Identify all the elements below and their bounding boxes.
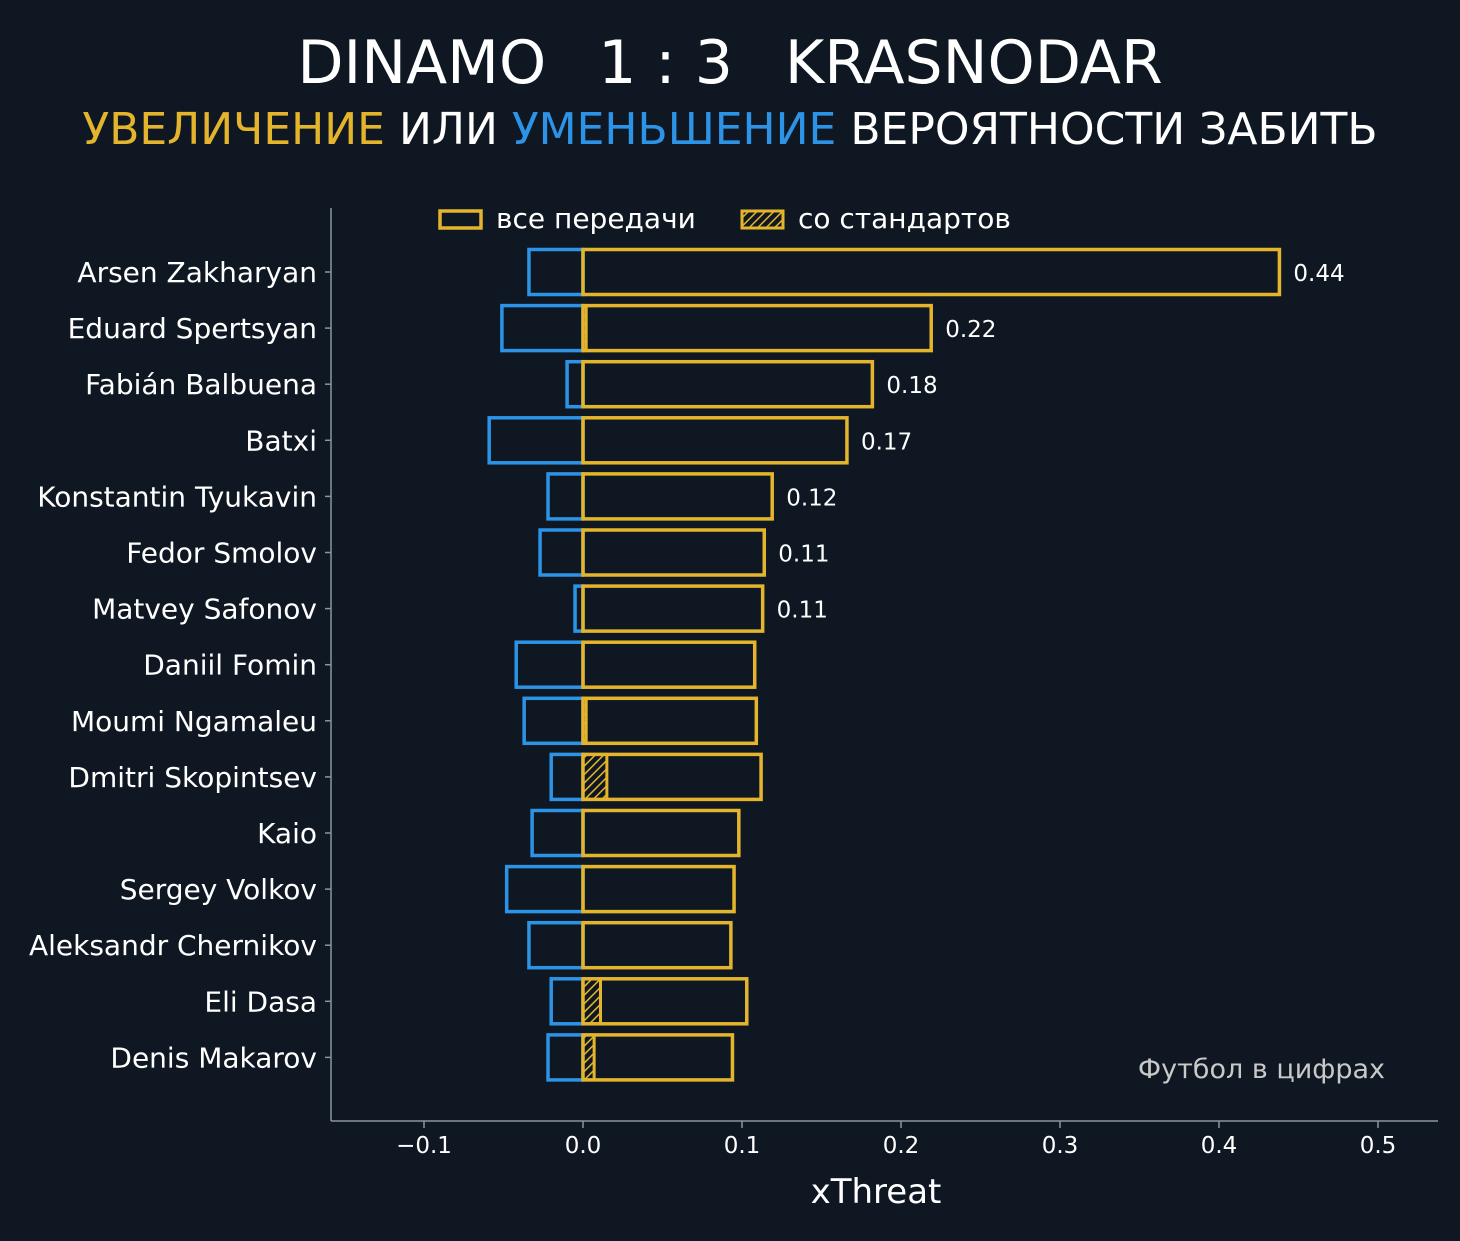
player-label: Fedor Smolov — [126, 537, 317, 570]
increase-bar — [581, 359, 875, 409]
increase-bar — [581, 977, 749, 1026]
decrease-bar — [504, 864, 585, 914]
away-team: KRASNODAR — [784, 28, 1163, 98]
subtitle-increase: УВЕЛИЧЕНИЕ — [82, 104, 385, 155]
score: 1 : 3 — [598, 28, 733, 98]
decrease-bar — [549, 752, 585, 802]
chart-subtitle: УВЕЛИЧЕНИЕ ИЛИ УМЕНЬШЕНИЕ ВЕРОЯТНОСТИ ЗА… — [0, 104, 1460, 155]
increase-bar — [581, 864, 736, 914]
player-label: Fabián Balbuena — [85, 368, 317, 401]
subtitle-or: ИЛИ — [384, 104, 512, 155]
player-label: Eli Dasa — [204, 985, 317, 1018]
decrease-bar — [514, 640, 585, 689]
player-label: Aleksandr Chernikov — [29, 929, 317, 962]
player-label: Daniil Fomin — [143, 649, 317, 682]
watermark-text: Футбол в цифрах — [1138, 1054, 1385, 1085]
x-tick-label: 0.0 — [565, 1133, 602, 1159]
player-label: Eduard Spertsyan — [68, 312, 317, 345]
increase-bar — [581, 584, 765, 633]
increase-bar — [581, 303, 933, 353]
player-label: Dmitri Skopintsev — [68, 761, 317, 794]
decrease-bar — [487, 416, 585, 465]
player-label: Arsen Zakharyan — [77, 256, 317, 289]
value-label: 0.18 — [886, 373, 937, 399]
value-label: 0.12 — [786, 485, 837, 511]
bars — [487, 247, 1282, 1082]
x-tick-label: 0.2 — [883, 1133, 920, 1159]
increase-bar — [581, 528, 767, 577]
decrease-bar — [538, 528, 585, 577]
subtitle-decrease: УМЕНЬШЕНИЕ — [511, 104, 837, 155]
increase-bar — [581, 752, 763, 802]
increase-bar — [581, 416, 849, 465]
x-tick-label: −0.1 — [396, 1133, 452, 1159]
player-label: Konstantin Tyukavin — [37, 480, 317, 513]
x-tick-label: 0.4 — [1201, 1133, 1238, 1159]
player-label: Matvey Safonov — [92, 593, 317, 626]
decrease-bar — [549, 977, 585, 1026]
subtitle-probability: ВЕРОЯТНОСТИ ЗАБИТЬ — [836, 104, 1378, 155]
legend-hatched-swatch — [740, 209, 785, 230]
decrease-bar — [500, 303, 585, 353]
increase-bar — [581, 1033, 735, 1082]
value-label: 0.22 — [945, 317, 996, 343]
player-label: Sergey Volkov — [120, 873, 317, 906]
increase-bar — [581, 640, 757, 689]
increase-bar — [581, 247, 1282, 297]
labels: Arsen Zakharyan 0.44 Eduard Spertsyan 0.22 F… — [29, 256, 1345, 1074]
x-axis-title: xThreat — [811, 1172, 942, 1212]
set-piece-bar — [581, 977, 602, 1026]
legend: все передачи со стандартов — [438, 202, 1011, 235]
value-label: 0.17 — [861, 429, 912, 455]
decrease-bar — [522, 696, 585, 746]
legend-all-passes-label: все передачи — [496, 202, 696, 235]
decrease-bar — [546, 472, 585, 521]
player-label: Kaio — [257, 817, 317, 850]
value-label: 0.11 — [777, 598, 828, 624]
home-team: DINAMO — [297, 28, 547, 98]
player-label: Moumi Ngamaleu — [71, 705, 317, 738]
x-tick-label: 0.3 — [1042, 1133, 1079, 1159]
player-label: Denis Makarov — [110, 1041, 317, 1074]
legend-set-pieces-label: со стандартов — [798, 202, 1011, 235]
decrease-bar — [530, 808, 585, 858]
x-tick-label: 0.5 — [1360, 1133, 1397, 1159]
increase-bar — [581, 808, 741, 858]
decrease-bar — [546, 1033, 585, 1082]
legend-outline-swatch — [438, 209, 483, 230]
increase-bar — [581, 920, 733, 970]
increase-bar — [581, 696, 759, 746]
value-label: 0.44 — [1293, 261, 1344, 287]
decrease-bar — [527, 920, 585, 970]
set-piece-bar — [581, 752, 609, 801]
value-label: 0.11 — [778, 542, 829, 568]
chart-title: DINAMO 1 : 3 KRASNODAR — [0, 28, 1460, 98]
increase-bar — [581, 472, 774, 521]
player-label: Batxi — [245, 424, 317, 457]
decrease-bar — [527, 247, 585, 297]
x-tick-label: 0.1 — [724, 1133, 761, 1159]
decrease-bar — [565, 359, 585, 409]
axes: −0.1 0.0 0.1 0.2 0.3 0.4 0.5 xThreat — [325, 208, 1438, 1212]
